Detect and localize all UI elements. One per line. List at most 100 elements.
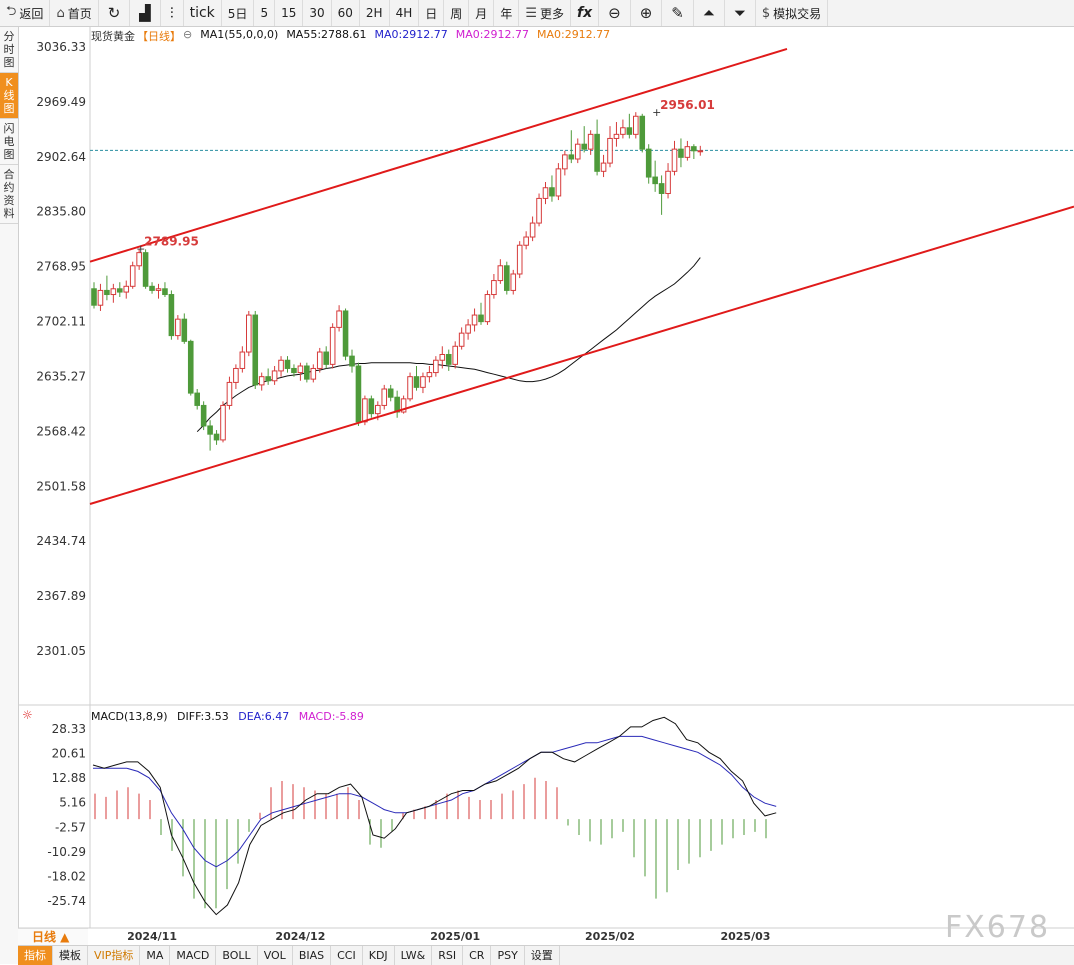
refresh-button[interactable]: ↻ — [99, 0, 131, 26]
price-tick-label: 2501.58 — [36, 479, 86, 493]
formula-button[interactable]: fx — [571, 0, 600, 26]
zoom-out-button[interactable]: ⊖ — [599, 0, 631, 26]
candle-body — [613, 133, 620, 139]
period-selector[interactable]: 日线 ▲ — [18, 928, 88, 945]
period-year[interactable]: 年 — [494, 0, 520, 26]
home-button[interactable]: ⌂ 首页 — [50, 0, 99, 26]
macd-diff: DIFF:3.53 — [177, 710, 229, 723]
candle-body — [381, 388, 388, 406]
tab-cr[interactable]: CR — [463, 946, 492, 965]
time-tick-label: 2024/12 — [275, 930, 325, 943]
candle-body — [633, 115, 639, 135]
candle-body — [484, 294, 491, 323]
sidebar-item-kline[interactable]: K线图 — [0, 73, 18, 119]
candle-body — [549, 187, 555, 197]
mark-down-button[interactable]: ⏷ — [725, 0, 756, 26]
sidebar: 分时图 K线图 闪电图 合约资料 — [0, 27, 19, 964]
back-button[interactable]: ⮌ 返回 — [0, 0, 51, 26]
period-month[interactable]: 月 — [469, 0, 495, 26]
period-4h[interactable]: 4H — [390, 0, 420, 26]
candle-body — [510, 273, 517, 291]
candle-body — [678, 148, 684, 158]
macd-value: MACD:-5.89 — [298, 710, 364, 723]
candle-body — [433, 359, 439, 374]
period-5min[interactable]: 5 — [254, 0, 276, 26]
macd-tick-label: 5.16 — [59, 796, 86, 810]
tab-kdj[interactable]: KDJ — [363, 946, 395, 965]
candle-body — [478, 314, 484, 323]
triangle-up-icon: ⏶ — [702, 4, 715, 22]
mark-up-button[interactable]: ⏶ — [694, 0, 725, 26]
candle-body — [155, 288, 162, 291]
period-day[interactable]: 日 — [419, 0, 445, 26]
price-tick-label: 2434.74 — [36, 534, 86, 548]
candle-body — [213, 433, 220, 441]
high-price-label: 2789.95 — [144, 234, 199, 248]
price-tick-label: 2367.89 — [36, 589, 86, 603]
candle-body — [465, 324, 471, 334]
period-15min[interactable]: 15 — [275, 0, 304, 26]
candle-body — [349, 355, 355, 367]
candle-body — [516, 244, 523, 275]
tab-settings[interactable]: 设置 — [525, 946, 560, 965]
period-30min[interactable]: 30 — [303, 0, 332, 26]
candle-body — [207, 425, 213, 435]
candle-body — [542, 187, 549, 199]
time-tick-label: 2025/02 — [585, 930, 635, 943]
symbol-name: 现货黄金 — [91, 30, 135, 43]
tab-psy[interactable]: PSY — [491, 946, 525, 965]
candle-body — [252, 314, 259, 386]
candle-body — [168, 294, 175, 337]
sidebar-item-flash[interactable]: 闪电图 — [0, 119, 18, 165]
macd-tick-label: -2.57 — [55, 820, 86, 834]
tab-ma[interactable]: MA — [140, 946, 171, 965]
tab-template[interactable]: 模板 — [53, 946, 88, 965]
time-tick-label: 2024/11 — [127, 930, 177, 943]
period-week[interactable]: 周 — [444, 0, 470, 26]
candle-body — [136, 252, 142, 267]
time-tick-label: 2025/01 — [430, 930, 480, 943]
ma55-line — [196, 257, 701, 433]
candle-body — [258, 376, 265, 386]
candle-body — [445, 353, 452, 365]
tab-lw[interactable]: LW& — [395, 946, 433, 965]
candle-body — [536, 197, 542, 224]
candle-body — [607, 137, 613, 164]
tab-vol[interactable]: VOL — [258, 946, 293, 965]
candle-body — [323, 351, 329, 365]
period-5day[interactable]: 5日 — [222, 0, 255, 26]
ma-settings-icon[interactable]: ⊖ — [183, 28, 193, 41]
zoom-in-button[interactable]: ⊕ — [631, 0, 663, 26]
tick-button[interactable]: tick — [184, 0, 222, 26]
tab-boll[interactable]: BOLL — [216, 946, 258, 965]
candle-style-button[interactable]: ⫶ — [161, 0, 184, 26]
tab-indicator[interactable]: 指标 — [18, 946, 53, 965]
sim-trade-button[interactable]: $ 模拟交易 — [756, 0, 829, 26]
candle-body — [149, 285, 155, 291]
indicator-bar: 指标 模板 VIP指标 MA MACD BOLL VOL BIAS CCI KD… — [18, 945, 1074, 965]
period-60min[interactable]: 60 — [332, 0, 360, 26]
macd-settings-icon[interactable]: ☼ — [22, 708, 33, 722]
candle-body — [175, 318, 181, 337]
candle-body — [574, 143, 581, 160]
draw-button[interactable]: ✎ — [662, 0, 694, 26]
candle-body — [671, 148, 678, 172]
tab-vip-indicator[interactable]: VIP指标 — [88, 946, 141, 965]
tab-rsi[interactable]: RSI — [432, 946, 464, 965]
more-button[interactable]: ☰ 更多 — [519, 0, 571, 26]
candle-body — [658, 183, 665, 194]
sidebar-item-contract[interactable]: 合约资料 — [0, 165, 18, 224]
candle-body — [626, 127, 633, 135]
price-tick-label: 2702.11 — [36, 315, 86, 329]
tab-bias[interactable]: BIAS — [293, 946, 332, 965]
tab-cci[interactable]: CCI — [331, 946, 363, 965]
sidebar-item-timeline[interactable]: 分时图 — [0, 27, 18, 73]
candle-body — [368, 398, 375, 415]
candlestick-icon: ⫶ — [169, 4, 174, 22]
menu-icon: ☰ — [525, 5, 537, 21]
tab-macd[interactable]: MACD — [170, 946, 217, 965]
candle-body — [665, 170, 671, 194]
period-2h[interactable]: 2H — [360, 0, 390, 26]
chart-style-button[interactable]: ▟ — [130, 0, 161, 26]
